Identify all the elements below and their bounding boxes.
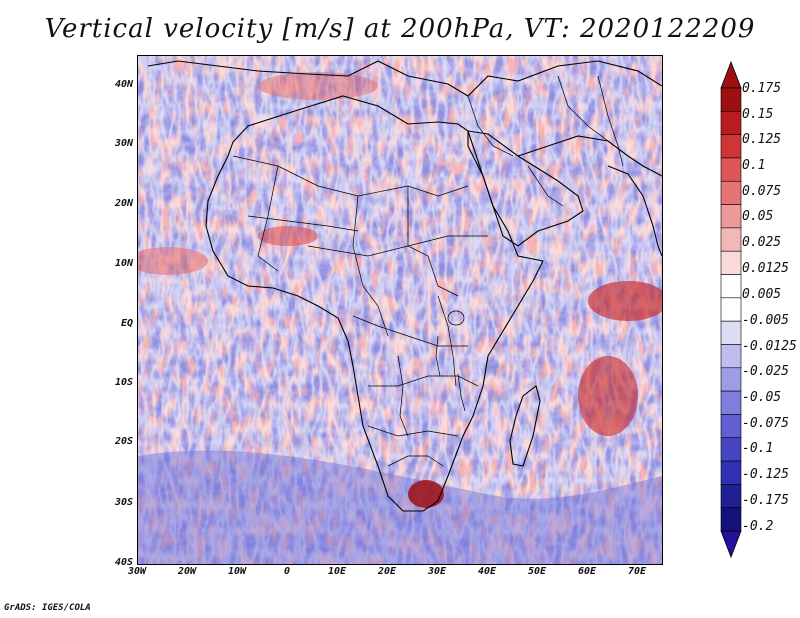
grads-credit: GrADS: IGES/COLA: [4, 603, 91, 613]
africa-coastline: [205, 95, 544, 512]
lon-label-70e: 70E: [627, 566, 647, 577]
border-line: [352, 315, 468, 347]
border-line: [387, 455, 444, 467]
colorbar-cell: [720, 297, 742, 322]
velocity-field-map: [138, 56, 662, 564]
lon-label-60e: 60E: [577, 566, 597, 577]
lon-label-10w: 10W: [227, 566, 247, 577]
coastlines: [147, 60, 662, 512]
lat-label-10n: 10N: [114, 258, 133, 269]
lake-victoria: [447, 310, 465, 326]
lat-label-30n: 30N: [114, 138, 133, 149]
lat-label-eq: EQ: [120, 318, 133, 329]
border-line: [257, 165, 279, 272]
colorbar-cell: [720, 87, 742, 112]
colorbar-cell: [720, 414, 742, 439]
india-coast: [607, 165, 662, 257]
colorbar-cell: [720, 320, 742, 345]
colorbar-cell: [720, 134, 742, 159]
atlantic-red-patch: [138, 247, 208, 275]
colorbar-cell: [720, 274, 742, 299]
lon-label-30e: 30E: [427, 566, 447, 577]
colorbar-bottom-triangle: [720, 530, 742, 559]
border-line: [247, 215, 359, 232]
lat-label-20n: 20N: [114, 198, 133, 209]
colorbar-label: -0.0125: [742, 339, 797, 354]
colorbar-label: 0.125: [742, 132, 782, 147]
west-africa-red-patch: [258, 226, 318, 246]
border-line: [368, 375, 479, 387]
lat-label-30s: 30S: [114, 497, 133, 508]
lat-label-10s: 10S: [114, 377, 133, 388]
lat-label-40s: 40S: [114, 557, 133, 568]
border-line: [367, 425, 459, 437]
colorbar-label: 0.05: [742, 209, 774, 224]
border-line: [557, 75, 609, 142]
border-line: [467, 95, 514, 157]
colorbar-label: 0.025: [742, 235, 782, 250]
colorbar-cell: [720, 390, 742, 415]
colorbar-cell: [720, 204, 742, 229]
colorbar-cell: [720, 484, 742, 508]
field-streaks: [138, 56, 662, 564]
lon-label-20w: 20W: [177, 566, 197, 577]
lon-label-0: 0: [283, 566, 291, 577]
border-line: [352, 195, 389, 337]
colorbar-cell: [720, 367, 742, 392]
lake-malawi: [457, 373, 466, 412]
colorbar-label: 0.005: [742, 287, 782, 302]
lat-label-40n: 40N: [114, 79, 133, 90]
border-line: [397, 355, 409, 437]
colorbar-cell: [720, 227, 742, 252]
colorbar-label: -0.005: [742, 313, 789, 328]
colorbar-label: -0.075: [742, 416, 789, 431]
lon-label-30w: 30W: [127, 566, 147, 577]
lake-tanganyika: [435, 335, 441, 377]
border-line: [437, 295, 457, 387]
colorbar-label: -0.125: [742, 467, 789, 482]
colorbar: [720, 60, 742, 559]
lon-label-50e: 50E: [527, 566, 547, 577]
southern-africa-red-patch: [408, 480, 444, 508]
country-borders: [232, 75, 624, 467]
colorbar-label: 0.075: [742, 184, 782, 199]
arabian-sea-red-patch: [588, 281, 662, 321]
colorbar-label: -0.1: [742, 441, 774, 456]
colorbar-label: -0.175: [742, 493, 789, 508]
colorbar-label: 0.175: [742, 81, 782, 96]
lon-label-10e: 10E: [327, 566, 347, 577]
mediterranean-red-patch: [258, 72, 378, 100]
colorbar-label: 0.1: [742, 158, 766, 173]
border-line: [407, 186, 459, 297]
colorbar-label: -0.025: [742, 364, 789, 379]
colorbar-cell: [720, 250, 742, 275]
colorbar-cell: [720, 111, 742, 135]
colorbar-cell: [720, 157, 742, 182]
lon-label-20e: 20E: [377, 566, 397, 577]
colorbar-cell: [720, 437, 742, 462]
border-line: [527, 165, 564, 207]
colorbar-cell: [720, 460, 742, 485]
border-line: [597, 75, 624, 167]
colorbar-label: 0.15: [742, 107, 774, 122]
colorbar-label: -0.2: [742, 519, 774, 534]
lon-label-40e: 40E: [477, 566, 497, 577]
map-title: Vertical velocity [m/s] at 200hPa, VT: 2…: [44, 14, 756, 44]
indian-ocean-red-patch: [578, 356, 638, 436]
europe-coast: [147, 60, 662, 97]
madagascar: [509, 385, 541, 467]
colorbar-top-triangle: [720, 60, 742, 89]
colorbar-label: -0.05: [742, 390, 782, 405]
lat-label-20s: 20S: [114, 436, 133, 447]
colorbar-label: 0.0125: [742, 261, 789, 276]
colorbar-cell: [720, 344, 742, 369]
colorbar-cell: [720, 180, 742, 205]
map-panel: [137, 55, 663, 565]
border-line: [307, 235, 488, 257]
colorbar-cell: [720, 507, 742, 532]
